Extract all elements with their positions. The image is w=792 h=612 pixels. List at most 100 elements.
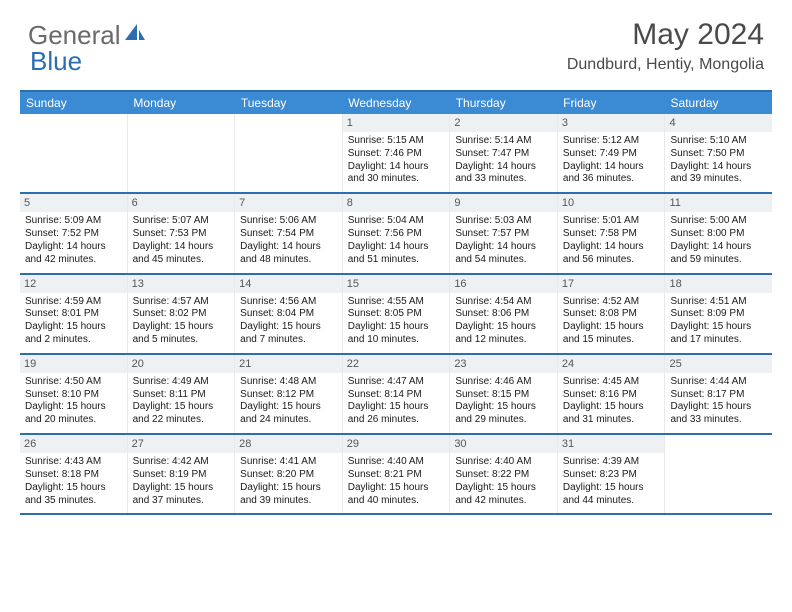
day-detail: Sunrise: 4:55 AMSunset: 8:05 PMDaylight:… (348, 296, 445, 347)
day-detail: Sunrise: 5:14 AMSunset: 7:47 PMDaylight:… (455, 135, 552, 186)
day-cell: 17Sunrise: 4:52 AMSunset: 8:08 PMDayligh… (558, 275, 666, 353)
day-detail: Sunrise: 4:49 AMSunset: 8:11 PMDaylight:… (133, 376, 230, 427)
day-detail: Sunrise: 5:10 AMSunset: 7:50 PMDaylight:… (670, 135, 767, 186)
day-number: 27 (128, 435, 235, 453)
dow-cell: Tuesday (235, 92, 342, 114)
day-cell: 20 Sunrise: 4:49 AMSunset: 8:11 PMDayligh… (128, 355, 236, 433)
dow-cell: Wednesday (342, 92, 449, 114)
day-number: 30 (450, 435, 557, 453)
day-number: 23 (450, 355, 557, 373)
dow-cell: Sunday (20, 92, 127, 114)
day-number: 22 (343, 355, 450, 373)
day-cell: 28Sunrise: 4:41 AMSunset: 8:20 PMDayligh… (235, 435, 343, 513)
day-cell: 15 Sunrise: 4:55 AMSunset: 8:05 PMDayligh… (343, 275, 451, 353)
day-number: 6 (128, 194, 235, 212)
day-detail: Sunrise: 4:40 AMSunset: 8:21 PMDaylight:… (348, 456, 445, 507)
dow-cell: Friday (557, 92, 664, 114)
day-cell: 19 Sunrise: 4:50 AMSunset: 8:10 PMDayligh… (20, 355, 128, 433)
day-number: 16 (450, 275, 557, 293)
dow-cell: Thursday (450, 92, 557, 114)
title-block: May 2024 Dundburd, Hentiy, Mongolia (567, 18, 764, 74)
day-detail: Sunrise: 4:47 AMSunset: 8:14 PMDaylight:… (348, 376, 445, 427)
day-detail: Sunrise: 4:45 AMSunset: 8:16 PMDaylight:… (563, 376, 660, 427)
day-number: 8 (343, 194, 450, 212)
day-detail: Sunrise: 4:52 AMSunset: 8:08 PMDaylight:… (563, 296, 660, 347)
day-number: 3 (558, 114, 665, 132)
day-number: 1 (343, 114, 450, 132)
day-cell: 31 Sunrise: 4:39 AMSunset: 8:23 PMDayligh… (558, 435, 666, 513)
days-of-week-row: SundayMondayTuesdayWednesdayThursdayFrid… (20, 92, 772, 114)
day-cell: 1 Sunrise: 5:15 AMSunset: 7:46 PMDaylight… (343, 114, 451, 192)
day-number: 20 (128, 355, 235, 373)
day-number: 14 (235, 275, 342, 293)
day-cell: 4 Sunrise: 5:10 AMSunset: 7:50 PMDaylight… (665, 114, 772, 192)
dow-cell: Monday (127, 92, 234, 114)
day-detail: Sunrise: 4:57 AMSunset: 8:02 PMDaylight:… (133, 296, 230, 347)
day-number: 26 (20, 435, 127, 453)
day-detail: Sunrise: 4:40 AMSunset: 8:22 PMDaylight:… (455, 456, 552, 507)
month-title: May 2024 (567, 18, 764, 52)
day-number: 21 (235, 355, 342, 373)
day-number: 9 (450, 194, 557, 212)
day-number: 11 (665, 194, 772, 212)
day-number: 5 (20, 194, 127, 212)
day-detail: Sunrise: 4:44 AMSunset: 8:17 PMDaylight:… (670, 376, 767, 427)
day-detail: Sunrise: 4:39 AMSunset: 8:23 PMDaylight:… (563, 456, 660, 507)
day-detail: Sunrise: 4:50 AMSunset: 8:10 PMDaylight:… (25, 376, 122, 427)
day-cell: 11Sunrise: 5:00 AMSunset: 8:00 PMDayligh… (665, 194, 772, 272)
dow-cell: Saturday (665, 92, 772, 114)
day-cell: 25 Sunrise: 4:44 AMSunset: 8:17 PMDayligh… (665, 355, 772, 433)
day-number: 18 (665, 275, 772, 293)
empty-cell (665, 435, 772, 513)
sail-icon (123, 18, 147, 49)
day-number: 2 (450, 114, 557, 132)
day-detail: Sunrise: 4:51 AMSunset: 8:09 PMDaylight:… (670, 296, 767, 347)
day-cell: 12Sunrise: 4:59 AMSunset: 8:01 PMDayligh… (20, 275, 128, 353)
day-number: 15 (343, 275, 450, 293)
day-cell: 21Sunrise: 4:48 AMSunset: 8:12 PMDayligh… (235, 355, 343, 433)
day-detail: Sunrise: 5:06 AMSunset: 7:54 PMDaylight:… (240, 215, 337, 266)
day-number: 13 (128, 275, 235, 293)
day-cell: 24Sunrise: 4:45 AMSunset: 8:16 PMDayligh… (558, 355, 666, 433)
day-detail: Sunrise: 4:46 AMSunset: 8:15 PMDaylight:… (455, 376, 552, 427)
day-detail: Sunrise: 5:15 AMSunset: 7:46 PMDaylight:… (348, 135, 445, 186)
day-cell: 23 Sunrise: 4:46 AMSunset: 8:15 PMDayligh… (450, 355, 558, 433)
day-cell: 6 Sunrise: 5:07 AMSunset: 7:53 PMDaylight… (128, 194, 236, 272)
header: General May 2024 Dundburd, Hentiy, Mongo… (0, 0, 792, 80)
week-row: 26 Sunrise: 4:43 AMSunset: 8:18 PMDayligh… (20, 435, 772, 515)
day-cell: 13 Sunrise: 4:57 AMSunset: 8:02 PMDayligh… (128, 275, 236, 353)
day-number: 31 (558, 435, 665, 453)
day-detail: Sunrise: 4:54 AMSunset: 8:06 PMDaylight:… (455, 296, 552, 347)
day-cell: 26 Sunrise: 4:43 AMSunset: 8:18 PMDayligh… (20, 435, 128, 513)
week-row: 12Sunrise: 4:59 AMSunset: 8:01 PMDayligh… (20, 275, 772, 355)
day-number: 25 (665, 355, 772, 373)
day-detail: Sunrise: 4:43 AMSunset: 8:18 PMDaylight:… (25, 456, 122, 507)
day-cell: 2 Sunrise: 5:14 AMSunset: 7:47 PMDaylight… (450, 114, 558, 192)
day-number: 10 (558, 194, 665, 212)
day-cell: 18 Sunrise: 4:51 AMSunset: 8:09 PMDayligh… (665, 275, 772, 353)
empty-cell (128, 114, 236, 192)
day-cell: 8 Sunrise: 5:04 AMSunset: 7:56 PMDaylight… (343, 194, 451, 272)
day-cell: 29Sunrise: 4:40 AMSunset: 8:21 PMDayligh… (343, 435, 451, 513)
day-detail: Sunrise: 5:04 AMSunset: 7:56 PMDaylight:… (348, 215, 445, 266)
day-cell: 27 Sunrise: 4:42 AMSunset: 8:19 PMDayligh… (128, 435, 236, 513)
empty-cell (20, 114, 128, 192)
day-number: 12 (20, 275, 127, 293)
day-cell: 22 Sunrise: 4:47 AMSunset: 8:14 PMDayligh… (343, 355, 451, 433)
day-number: 7 (235, 194, 342, 212)
day-detail: Sunrise: 4:56 AMSunset: 8:04 PMDaylight:… (240, 296, 337, 347)
day-number: 19 (20, 355, 127, 373)
day-detail: Sunrise: 4:41 AMSunset: 8:20 PMDaylight:… (240, 456, 337, 507)
day-detail: Sunrise: 4:42 AMSunset: 8:19 PMDaylight:… (133, 456, 230, 507)
day-number: 4 (665, 114, 772, 132)
day-detail: Sunrise: 5:12 AMSunset: 7:49 PMDaylight:… (563, 135, 660, 186)
calendar: SundayMondayTuesdayWednesdayThursdayFrid… (20, 90, 772, 515)
empty-cell (235, 114, 343, 192)
day-detail: Sunrise: 5:07 AMSunset: 7:53 PMDaylight:… (133, 215, 230, 266)
location: Dundburd, Hentiy, Mongolia (567, 56, 764, 74)
day-cell: 14 Sunrise: 4:56 AMSunset: 8:04 PMDayligh… (235, 275, 343, 353)
day-cell: 30 Sunrise: 4:40 AMSunset: 8:22 PMDayligh… (450, 435, 558, 513)
day-detail: Sunrise: 5:09 AMSunset: 7:52 PMDaylight:… (25, 215, 122, 266)
day-cell: 7 Sunrise: 5:06 AMSunset: 7:54 PMDaylight… (235, 194, 343, 272)
day-cell: 3 Sunrise: 5:12 AMSunset: 7:49 PMDaylight… (558, 114, 666, 192)
